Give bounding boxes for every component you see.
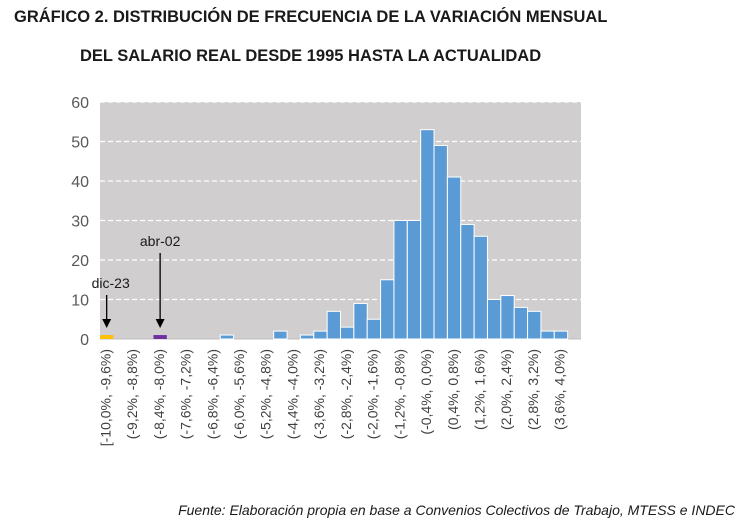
x-tick-label: (-1,2%, -0,8%) bbox=[391, 349, 407, 439]
histogram-bar bbox=[527, 310, 542, 340]
histogram-bar bbox=[366, 318, 382, 340]
histogram-bar bbox=[540, 330, 555, 340]
histogram-bar bbox=[406, 220, 422, 340]
histogram-bar bbox=[153, 335, 167, 339]
histogram-bar bbox=[393, 220, 408, 340]
annotation-label: abr-02 bbox=[140, 233, 181, 249]
x-tick-label: (-3,6%, -3,2%) bbox=[311, 349, 327, 439]
x-tick-label: (2,8%, 3,2%) bbox=[525, 349, 541, 430]
x-tick-label: (-2,0%, -1,6%) bbox=[365, 349, 381, 439]
annotations: dic-23 abr-02 bbox=[92, 233, 181, 328]
bars bbox=[100, 129, 569, 340]
y-tick-label: 40 bbox=[71, 174, 89, 191]
histogram-bar bbox=[473, 235, 488, 340]
histogram-bar bbox=[219, 334, 235, 340]
x-tick-label: (-4,4%, -4,0%) bbox=[284, 349, 300, 439]
histogram-bar bbox=[299, 334, 315, 340]
x-tick-label: (2,0%, 2,4%) bbox=[498, 349, 514, 430]
histogram-bar bbox=[553, 330, 569, 340]
histogram-bar bbox=[313, 330, 328, 340]
chart-title-line-1: GRÁFICO 2. DISTRIBUCIÓN DE FRECUENCIA DE… bbox=[14, 8, 608, 26]
x-tick-label: (1,2%, 1,6%) bbox=[471, 349, 487, 430]
x-tick-label: (-7,6%, -7,2%) bbox=[178, 349, 194, 439]
histogram-bar bbox=[273, 330, 288, 340]
y-tick-label: 50 bbox=[71, 135, 89, 152]
x-tick-label: (-9,2%, -8,8%) bbox=[124, 349, 140, 439]
histogram-bar bbox=[326, 310, 341, 340]
y-tick-label: 20 bbox=[71, 253, 89, 270]
y-tick-label: 30 bbox=[71, 214, 89, 231]
x-tick-label: [-10,0%, -9,6%) bbox=[97, 349, 113, 446]
x-tick-label: (-5,2%, -4,8%) bbox=[258, 349, 274, 439]
x-tick-label: (-6,0%, -5,6%) bbox=[231, 349, 247, 439]
x-axis-tick-labels: [-10,0%, -9,6%) (-9,2%, -8,8%) (-8,4%, -8,… bbox=[97, 349, 567, 446]
histogram-bar bbox=[340, 326, 355, 340]
x-tick-label: (-2,8%, -2,4%) bbox=[338, 349, 354, 439]
histogram-bar bbox=[460, 223, 475, 340]
y-axis-tick-labels: 0 10 20 30 40 50 60 bbox=[71, 95, 89, 349]
histogram-bar bbox=[446, 176, 462, 340]
source-note: Fuente: Elaboración propia en base a Con… bbox=[178, 502, 735, 518]
y-tick-label: 10 bbox=[71, 293, 89, 310]
annotation-label: dic-23 bbox=[92, 275, 130, 291]
histogram-bar bbox=[353, 302, 368, 340]
x-tick-label: (3,6%, 4,0%) bbox=[552, 349, 568, 430]
arrow-head-icon bbox=[155, 319, 165, 328]
histogram-bar bbox=[100, 335, 114, 339]
histogram-bar bbox=[486, 299, 502, 340]
histogram-bar bbox=[513, 306, 529, 340]
histogram-chart: 0 10 20 30 40 50 60 [-10,0%, -9,6%) (-9,2%, -8,… bbox=[71, 95, 581, 446]
chart-title-line-2: DEL SALARIO REAL DESDE 1995 HASTA LA ACT… bbox=[80, 47, 542, 65]
x-tick-label: (-6,8%, -6,4%) bbox=[204, 349, 220, 439]
y-tick-label: 60 bbox=[71, 95, 89, 112]
x-tick-label: (-8,4%, -8,0%) bbox=[151, 349, 167, 439]
x-tick-label: (0,4%, 0,8%) bbox=[445, 349, 461, 430]
histogram-bar bbox=[420, 129, 435, 340]
x-tick-label: (-0,4%, 0,0%) bbox=[418, 349, 434, 435]
y-tick-label: 0 bbox=[80, 332, 89, 349]
gridlines bbox=[100, 101, 581, 301]
arrow-head-icon bbox=[102, 319, 112, 328]
histogram-bar bbox=[433, 144, 448, 340]
histogram-bar bbox=[380, 279, 395, 340]
histogram-bar bbox=[500, 295, 515, 340]
